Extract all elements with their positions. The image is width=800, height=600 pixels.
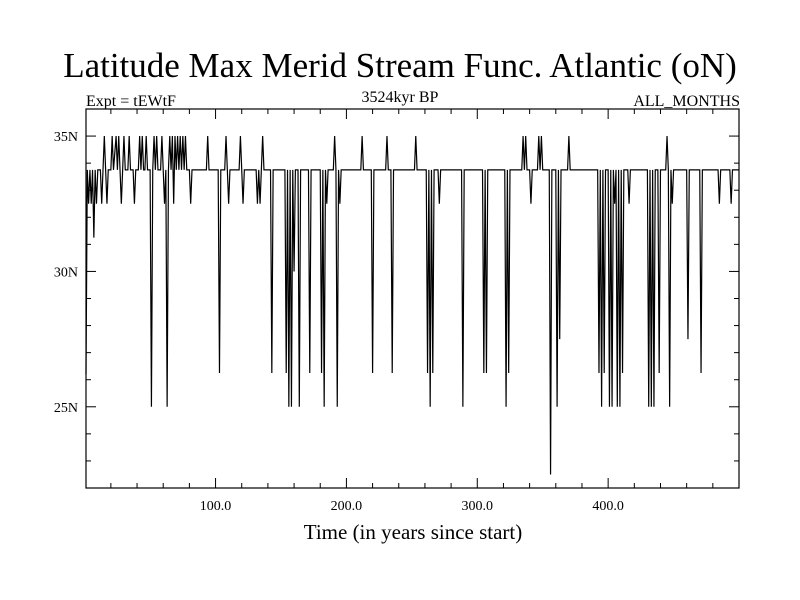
x-tick-label: 400.0 — [592, 499, 624, 514]
x-axis-label: Time (in years since start) — [303, 520, 523, 544]
x-tick-label: 100.0 — [200, 499, 232, 514]
y-tick-label: 30N — [54, 265, 78, 280]
x-tick-label: 200.0 — [331, 499, 363, 514]
y-tick-label: 35N — [54, 130, 78, 145]
experiment-label: Expt = tEWtF — [86, 93, 176, 110]
chart-subtitle: 3524kyr BP — [361, 89, 439, 106]
plot-frame — [85, 108, 740, 489]
chart-title: Latitude Max Merid Stream Func. Atlantic… — [63, 46, 737, 85]
x-tick-label: 300.0 — [462, 499, 494, 514]
y-tick-label: 25N — [54, 401, 78, 416]
months-label: ALL_MONTHS — [633, 93, 740, 110]
series-line — [85, 136, 739, 475]
